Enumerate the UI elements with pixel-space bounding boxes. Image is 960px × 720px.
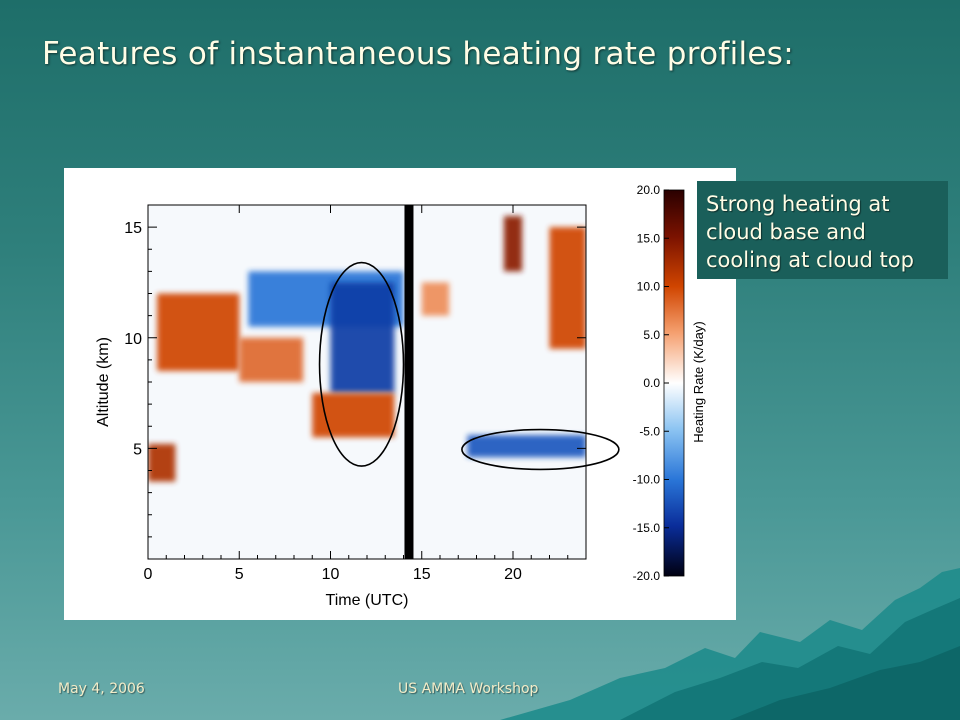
x-tick-label: 20 [504, 566, 522, 583]
x-axis-ticks: 0 5 10 15 20 [144, 205, 569, 583]
annotation-ellipse-1 [318, 261, 405, 467]
feature-evening-cirrus-heating [503, 216, 523, 272]
x-tick-label: 10 [322, 566, 340, 583]
heating-field [148, 216, 586, 482]
colorbar-tick-label: -10.0 [633, 473, 661, 487]
colorbar-tick-label: 10.0 [637, 280, 661, 294]
figure-panel: 0 5 10 15 20 5 10 15 Time (UTC) Altitude (km) … [64, 168, 736, 620]
y-tick-label: 10 [124, 331, 142, 348]
footer-event: US AMMA Workshop [398, 681, 539, 697]
x-axis-label: Time (UTC) [326, 592, 409, 609]
y-axis-ticks: 5 10 15 [124, 204, 586, 538]
footer-date: May 4, 2006 [58, 681, 145, 697]
y-tick-label: 5 [133, 441, 142, 458]
colorbar-tick-label: -15.0 [633, 521, 661, 535]
colorbar-label: Heating Rate (K/day) [691, 321, 706, 442]
colorbar-tick-label: -20.0 [633, 569, 661, 583]
slide-title: Features of instantaneous heating rate p… [42, 36, 794, 72]
colorbar-tick-label: 15.0 [637, 231, 661, 245]
callout-line-1: Strong heating at [706, 192, 890, 216]
x-tick-label: 0 [144, 566, 153, 583]
colorbar-ticks: 20.0 15.0 10.0 5.0 0.0 -5.0 -10.0 -15.0 -20.0 [633, 183, 669, 583]
x-tick-label: 5 [235, 566, 244, 583]
data-gap-bar [404, 205, 414, 559]
colorbar-tick-label: -5.0 [639, 424, 660, 438]
feature-deep-cooling-core [330, 282, 395, 394]
feature-upper-heating-band [157, 293, 240, 371]
annotation-ellipses [318, 261, 620, 471]
feature-afternoon-heating-patch [421, 282, 450, 316]
y-axis-label: Altitude (km) [95, 337, 112, 427]
feature-late-cirrus-heating [549, 227, 586, 349]
callout-line-3: cooling at cloud top [706, 248, 914, 272]
feature-low-cloud-layer [467, 435, 586, 458]
iceberg-decoration [500, 568, 960, 720]
y-tick-label: 15 [124, 220, 142, 237]
callout-line-2: cloud base and [706, 220, 866, 244]
feature-cloud-base-heating [312, 393, 395, 438]
colorbar-tick-label: 5.0 [643, 328, 660, 342]
data-gap-bar [404, 205, 414, 559]
feature-low-cloud-base-heating [148, 443, 176, 482]
colorbar-tick-label: 0.0 [643, 376, 660, 390]
annotation-ellipse-2 [461, 428, 620, 471]
feature-mid-heating-band [239, 337, 304, 382]
callout-box: Strong heating at cloud base and cooling… [697, 181, 948, 279]
colorbar-tick-label: 20.0 [637, 183, 661, 197]
x-tick-label: 15 [413, 566, 431, 583]
